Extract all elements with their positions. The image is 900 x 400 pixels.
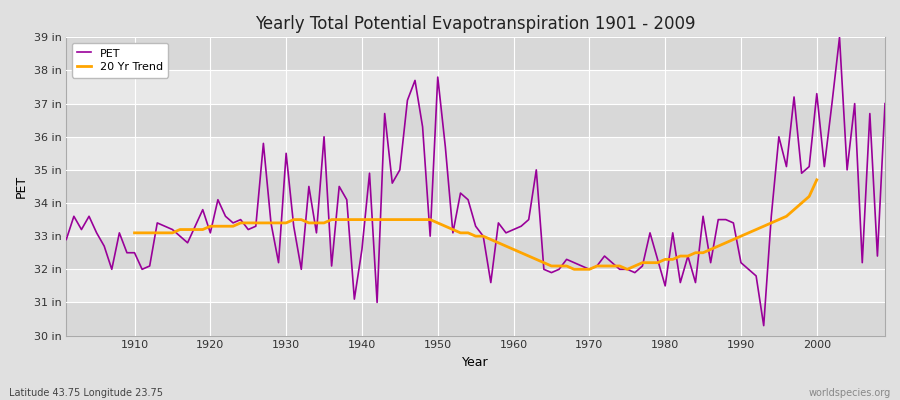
- Bar: [67, 137, 885, 170]
- PET: [834, 35, 845, 40]
- PET: [61, 237, 72, 242]
- Line: PET: PET: [67, 37, 885, 326]
- Text: Latitude 43.75 Longitude 23.75: Latitude 43.75 Longitude 23.75: [9, 388, 163, 398]
- Bar: [67, 104, 885, 137]
- PET: [759, 323, 769, 328]
- 20 Yr Trend: [569, 267, 580, 272]
- Bar: [67, 70, 885, 104]
- PET: [879, 101, 890, 106]
- Bar: [67, 236, 885, 269]
- PET: [500, 230, 511, 235]
- PET: [334, 184, 345, 189]
- X-axis label: Year: Year: [463, 356, 489, 369]
- PET: [288, 224, 299, 229]
- Bar: [67, 203, 885, 236]
- Legend: PET, 20 Yr Trend: PET, 20 Yr Trend: [72, 43, 168, 78]
- Line: 20 Yr Trend: 20 Yr Trend: [134, 180, 817, 269]
- Bar: [67, 269, 885, 302]
- 20 Yr Trend: [129, 230, 140, 235]
- Text: worldspecies.org: worldspecies.org: [809, 388, 891, 398]
- 20 Yr Trend: [713, 244, 724, 248]
- 20 Yr Trend: [804, 194, 814, 199]
- 20 Yr Trend: [812, 178, 823, 182]
- Bar: [67, 170, 885, 203]
- PET: [122, 250, 132, 255]
- 20 Yr Trend: [212, 224, 223, 229]
- 20 Yr Trend: [796, 201, 807, 206]
- PET: [599, 254, 610, 258]
- 20 Yr Trend: [303, 220, 314, 225]
- 20 Yr Trend: [288, 217, 299, 222]
- Y-axis label: PET: PET: [15, 175, 28, 198]
- PET: [508, 227, 519, 232]
- Title: Yearly Total Potential Evapotranspiration 1901 - 2009: Yearly Total Potential Evapotranspiratio…: [256, 15, 696, 33]
- Bar: [67, 302, 885, 336]
- Bar: [67, 37, 885, 70]
